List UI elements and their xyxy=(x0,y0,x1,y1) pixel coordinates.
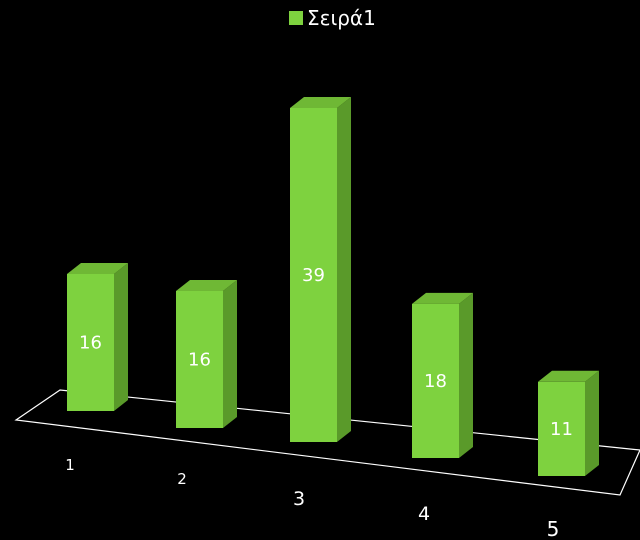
bar-1-side xyxy=(114,262,128,411)
floor-plane xyxy=(14,389,640,496)
data-label-4: 18 xyxy=(424,371,447,392)
data-label-2: 16 xyxy=(188,349,211,370)
legend-swatch xyxy=(289,11,303,25)
data-label-5: 11 xyxy=(550,419,573,440)
data-label-1: 16 xyxy=(79,332,102,353)
bar-5-top xyxy=(538,370,599,382)
bar-3 xyxy=(290,108,337,442)
bar-4-side xyxy=(459,292,473,458)
bar-5-side xyxy=(585,370,599,476)
x-tick-label-5: 5 xyxy=(547,517,560,540)
bar-1-top xyxy=(67,262,128,274)
legend-label: Σειρά1 xyxy=(307,6,376,30)
bar-5 xyxy=(538,381,585,476)
x-tick-label-3: 3 xyxy=(293,488,305,510)
bar-3-top xyxy=(290,97,351,108)
bar-3-side xyxy=(337,97,351,442)
bar-4-top xyxy=(412,292,473,304)
bar-2 xyxy=(176,290,223,428)
data-label-3: 39 xyxy=(302,265,325,286)
bar-2-side xyxy=(223,279,237,428)
bar-2-top xyxy=(176,279,237,291)
legend: Σειρά1 xyxy=(289,6,376,30)
x-tick-label-2: 2 xyxy=(177,470,187,488)
bar-4 xyxy=(412,303,459,458)
x-tick-label-1: 1 xyxy=(65,456,75,474)
bar-1 xyxy=(67,273,114,411)
x-tick-label-4: 4 xyxy=(418,503,430,525)
